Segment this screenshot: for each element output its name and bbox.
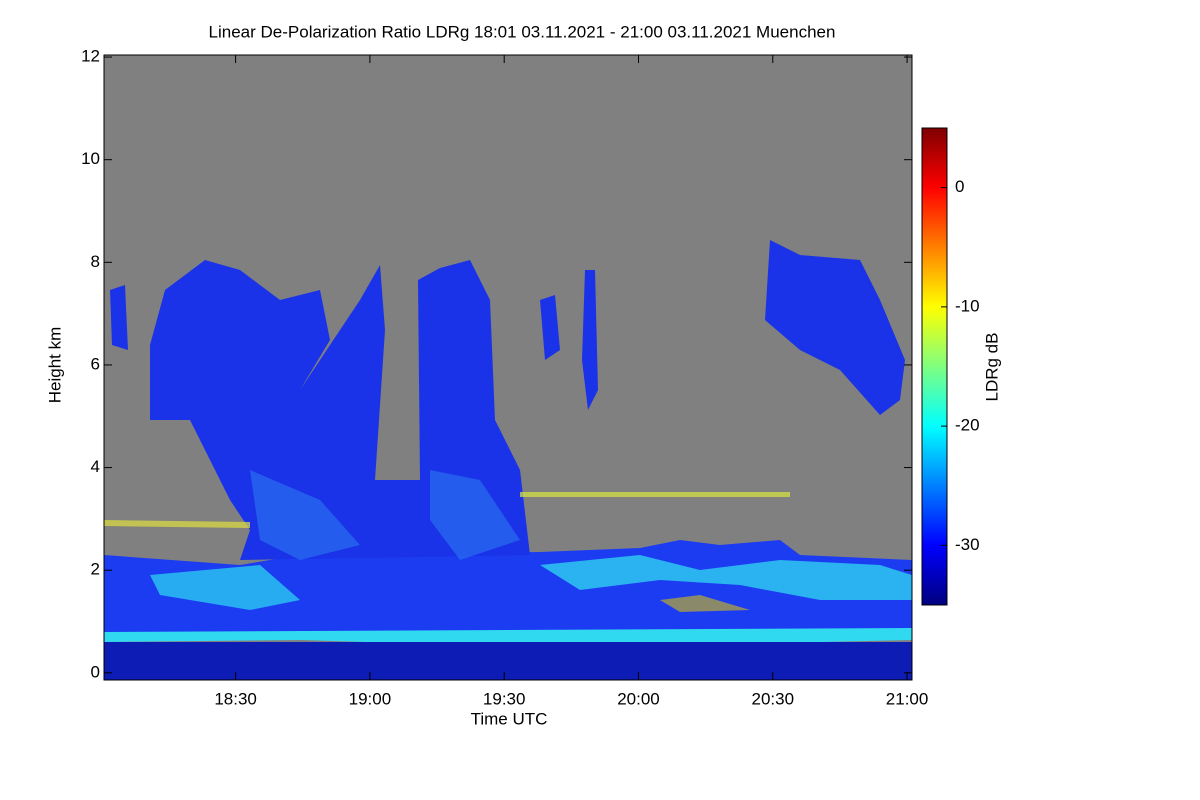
colorbar-tick-label: -20 [955,416,980,435]
x-tick-label: 20:00 [617,689,660,708]
y-tick-label: 12 [81,47,100,66]
x-tick-label: 20:30 [752,689,795,708]
x-tick-label: 19:30 [483,689,526,708]
x-tick-label: 19:00 [349,689,392,708]
x-tick-label: 18:30 [214,689,257,708]
plot-frame [103,54,913,681]
x-tick-label: 21:00 [886,689,929,708]
colorbar-tick-label: 0 [955,177,964,196]
y-tick-label: 10 [81,149,100,168]
chart-title: Linear De-Polarization Ratio LDRg 18:01 … [209,22,836,41]
y-tick-label: 4 [91,457,100,476]
colorbar-tick-label: -10 [955,296,980,315]
y-axis-label: Height km [45,327,64,404]
colorbar [921,127,948,606]
colorbar-tick-label: -30 [955,535,980,554]
y-tick-label: 0 [91,662,100,681]
colorbar-label: LDRg dB [982,333,1001,402]
y-tick-label: 2 [91,560,100,579]
heatmap-image [104,55,912,680]
x-axis-label: Time UTC [471,709,548,728]
y-tick-label: 6 [91,354,100,373]
y-tick-label: 8 [91,252,100,271]
